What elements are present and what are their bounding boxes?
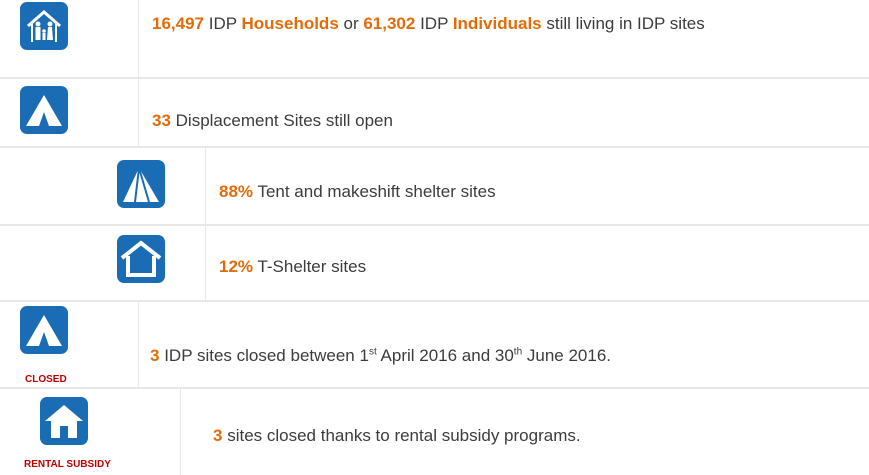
text: Tent and makeshift shelter sites [253, 182, 496, 201]
highlight-text: 12% [219, 257, 254, 276]
text: June 2016. [522, 346, 611, 365]
row-text: 33 Displacement Sites still open [152, 107, 393, 135]
divider [205, 148, 206, 224]
highlight-text: 16,497 [152, 14, 204, 33]
highlight-text: 61,302 [363, 14, 416, 33]
row-text: 3 IDP sites closed between 1st April 201… [150, 342, 611, 370]
row-text: 16,497 IDP Households or 61,302 IDP Indi… [152, 10, 832, 38]
text: IDP [204, 14, 242, 33]
text: IDP sites closed between 1 [159, 346, 369, 365]
divider [138, 302, 139, 387]
row: 88% Tent and makeshift shelter sites [0, 148, 869, 226]
row: 12% T-Shelter sites [0, 226, 869, 302]
household-icon [20, 2, 68, 50]
closed-tent-icon [20, 306, 68, 354]
text: still living in IDP sites [541, 14, 705, 33]
text: T-Shelter sites [253, 257, 367, 276]
icon-label: CLOSED [25, 374, 67, 385]
text: st [368, 346, 377, 358]
highlight-text: 88% [219, 182, 254, 201]
highlight-text: 33 [152, 111, 171, 130]
highlight-text: 3 [150, 346, 160, 365]
row: 16,497 IDP Households or 61,302 IDP Indi… [0, 0, 869, 79]
makeshift-tent-icon [117, 160, 165, 208]
text: Displacement Sites still open [170, 111, 393, 130]
t-shelter-icon [117, 235, 165, 283]
divider [205, 226, 206, 300]
divider [138, 79, 139, 146]
text: th [513, 346, 523, 358]
text: sites closed thanks to rental subsidy pr… [222, 426, 581, 445]
row-text: 88% Tent and makeshift shelter sites [219, 178, 496, 206]
row: 33 Displacement Sites still open [0, 79, 869, 148]
row: CLOSED 3 IDP sites closed between 1st Ap… [0, 302, 869, 389]
highlight-text: Households [241, 14, 339, 33]
text: or [338, 14, 364, 33]
rental-house-icon [40, 397, 88, 445]
icon-label: RENTAL SUBSIDY [24, 459, 111, 470]
divider [180, 389, 181, 475]
row-text: 3 sites closed thanks to rental subsidy … [213, 422, 581, 450]
highlight-text: Individuals [452, 14, 542, 33]
text: IDP [415, 14, 453, 33]
highlight-text: 3 [213, 426, 223, 445]
row-text: 12% T-Shelter sites [219, 253, 366, 281]
text: April 2016 and 30 [376, 346, 514, 365]
tent-icon [20, 86, 68, 134]
divider [138, 0, 139, 77]
row: RENTAL SUBSIDY 3 sites closed thanks to … [0, 389, 869, 475]
